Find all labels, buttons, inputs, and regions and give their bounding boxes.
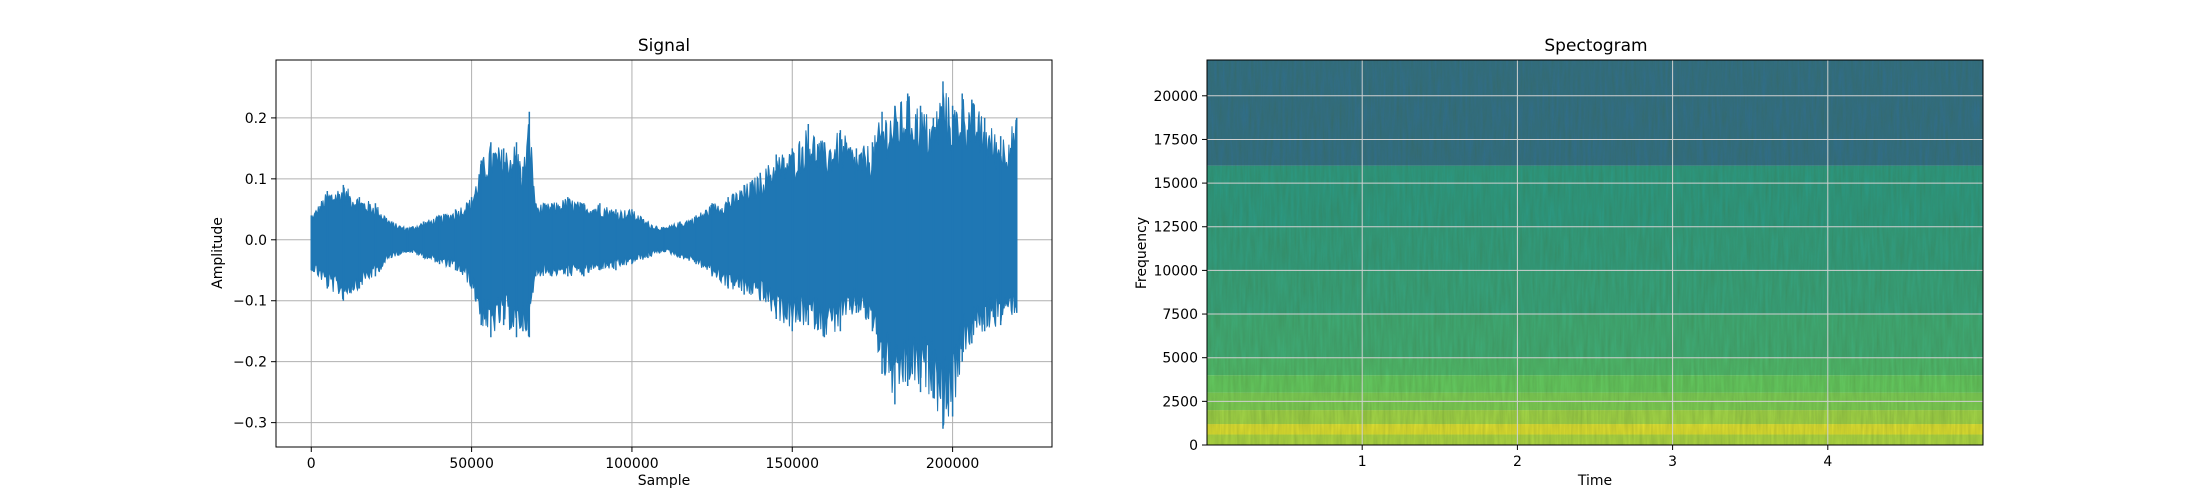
signal-axes-frame [275, 59, 1053, 448]
spectrogram-xticks: 1 2 3 4 [1358, 445, 1832, 470]
signal-yticks: −0.3 −0.2 −0.1 0.0 0.1 0.2 [233, 111, 276, 432]
signal-xtick-label: 100000 [605, 456, 658, 472]
spectrogram-axes-frame [1206, 59, 1984, 446]
signal-xtick-label: 0 [307, 456, 316, 472]
signal-ytick-label: −0.3 [233, 416, 267, 432]
signal-ytick-label: −0.1 [233, 294, 267, 310]
signal-ytick-label: −0.2 [233, 355, 267, 371]
spectrogram-xtick-label: 4 [1823, 454, 1832, 470]
signal-ytick-label: 0.1 [245, 172, 267, 188]
spectrogram-ytick-label: 7500 [1162, 307, 1198, 323]
signal-xlabel: Sample [638, 473, 691, 489]
spectrogram-ylabel: Frequency [1134, 217, 1150, 289]
signal-ytick-label: 0.0 [245, 233, 267, 249]
signal-chart: Signal 0 50000 100000 150000 200000 −0.3 −0.2… [210, 36, 1053, 489]
spectrogram-ytick-label: 10000 [1153, 263, 1198, 279]
signal-ytick-label: 0.2 [245, 111, 267, 127]
spectrogram-yticks: 0 2500 5000 7500 10000 12500 15000 17500 20000 [1153, 89, 1207, 454]
spectrogram-ytick-label: 17500 [1153, 132, 1198, 148]
signal-xtick-label: 150000 [766, 456, 819, 472]
signal-spikes [310, 81, 1018, 429]
signal-title: Signal [638, 36, 690, 56]
spectrogram-xtick-label: 2 [1513, 454, 1522, 470]
spectrogram-ytick-label: 5000 [1162, 351, 1198, 367]
spectrogram-title: Spectogram [1544, 36, 1647, 56]
signal-ylabel: Amplitude [210, 217, 226, 289]
spectrogram-ytick-label: 15000 [1153, 176, 1198, 192]
signal-xticks: 0 50000 100000 150000 200000 [307, 447, 979, 472]
spectrogram-xlabel: Time [1577, 473, 1612, 489]
signal-xtick-label: 50000 [449, 456, 494, 472]
spectrogram-xtick-label: 1 [1358, 454, 1367, 470]
signal-xtick-label: 200000 [926, 456, 979, 472]
spectrogram-ytick-label: 2500 [1162, 394, 1198, 410]
spectrogram-ytick-label: 12500 [1153, 220, 1198, 236]
spectrogram-grid [1207, 60, 1983, 446]
spectrogram-ytick-label: 20000 [1153, 89, 1198, 105]
spectrogram-xtick-label: 3 [1668, 454, 1677, 470]
spectrogram-chart: Spectogram 1 2 3 4 0 2500 5000 7500 10000 12500 1… [1134, 36, 1984, 489]
spectrogram-ytick-label: 0 [1189, 438, 1198, 454]
spectrogram-texture [1207, 60, 1983, 445]
